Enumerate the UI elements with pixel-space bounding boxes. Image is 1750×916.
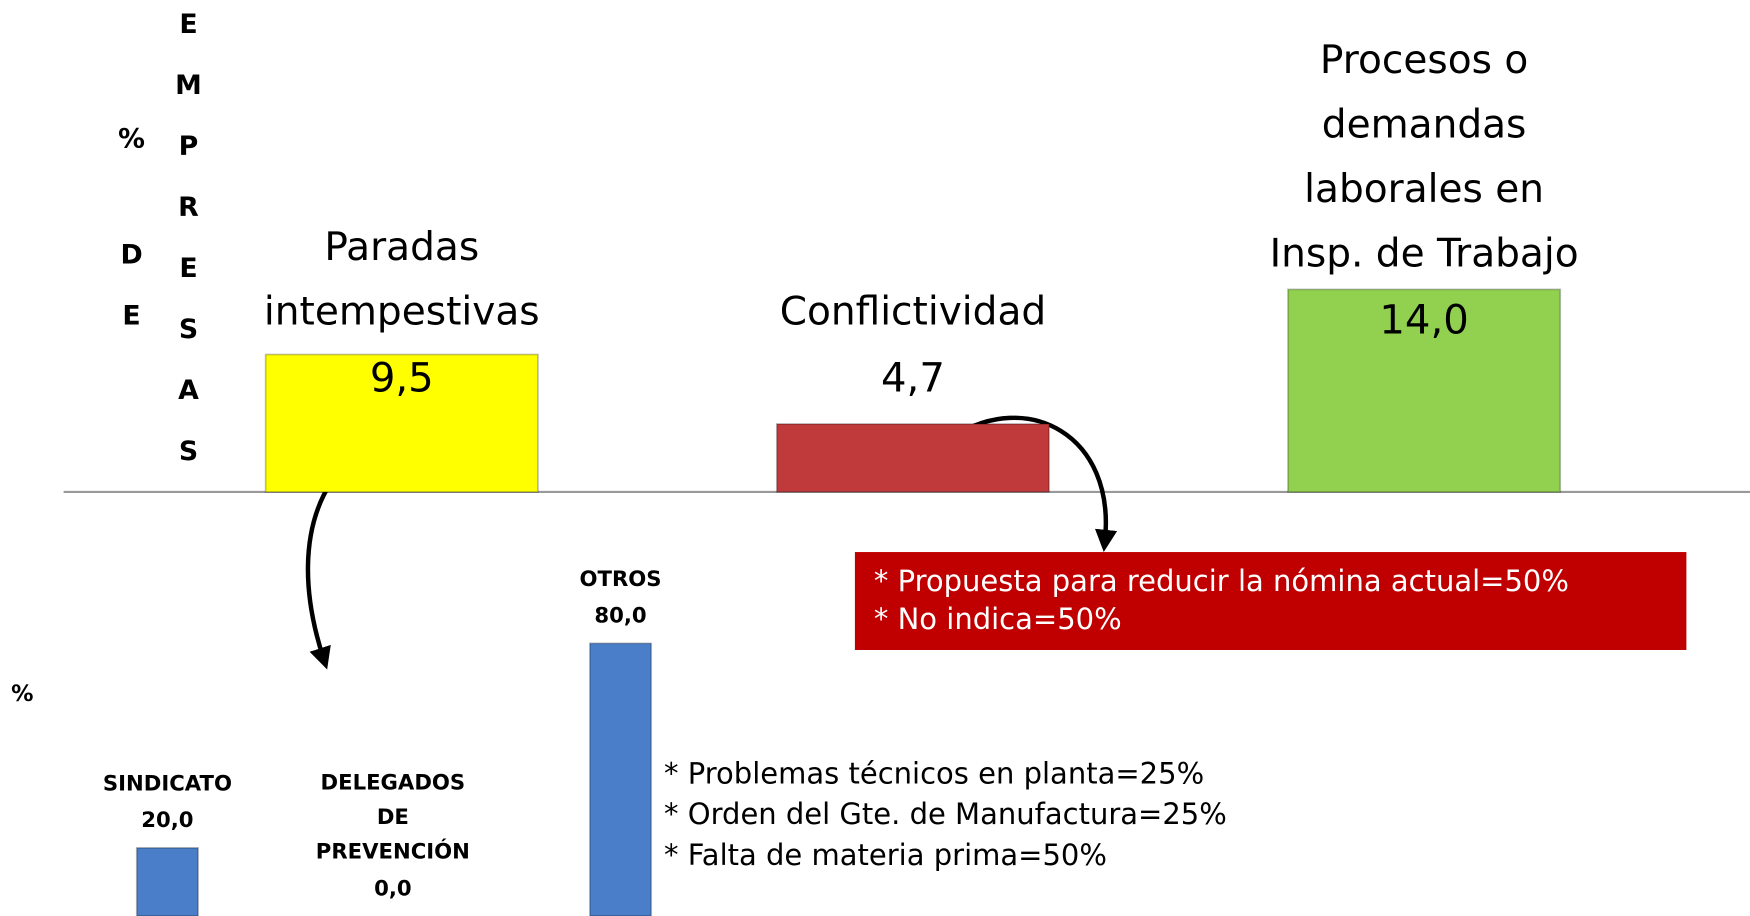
bar	[589, 642, 653, 916]
category-label: DELEGADOS	[321, 770, 466, 795]
category-label: SINDICATO	[103, 770, 232, 795]
bar	[775, 423, 1050, 493]
annotation: * No indica=50%	[874, 602, 1122, 636]
category-label: OTROS	[580, 566, 662, 591]
category-label: Insp. de Trabajo	[1270, 232, 1579, 277]
arrow	[953, 415, 1118, 552]
bar	[135, 846, 199, 916]
annotation: * Problemas técnicos en planta=25%	[664, 757, 1204, 791]
annotation: * Falta de materia prima=50%	[664, 838, 1107, 872]
bar	[1287, 288, 1562, 493]
y-axis-label: DE	[116, 239, 147, 361]
category-label: DE	[377, 804, 409, 829]
annotation: * Propuesta para reducir la nómina actua…	[874, 564, 1569, 598]
category-label: Conflictividad	[780, 289, 1046, 334]
category-label: laborales en	[1304, 167, 1544, 212]
category-label: Paradas	[324, 225, 479, 270]
annotation-box	[854, 552, 1687, 650]
value-label: 4,7	[881, 356, 945, 402]
value-label: 14,0	[1379, 298, 1468, 344]
y-axis-label: %	[116, 124, 147, 185]
y-axis-label: EMPRESAS	[173, 9, 204, 497]
value-label: 0,0	[374, 875, 412, 900]
category-label: demandas	[1322, 102, 1527, 147]
y-axis-label: %	[11, 681, 33, 707]
category-label: Procesos o	[1320, 38, 1528, 83]
value-label: 9,5	[370, 356, 434, 402]
bar	[264, 353, 539, 493]
value-label: 20,0	[141, 807, 193, 832]
annotation: * Orden del Gte. de Manufactura=25%	[664, 797, 1227, 831]
value-label: 80,0	[594, 603, 646, 628]
category-label: PREVENCIÓN	[316, 839, 470, 864]
category-label: intempestivas	[264, 289, 540, 334]
